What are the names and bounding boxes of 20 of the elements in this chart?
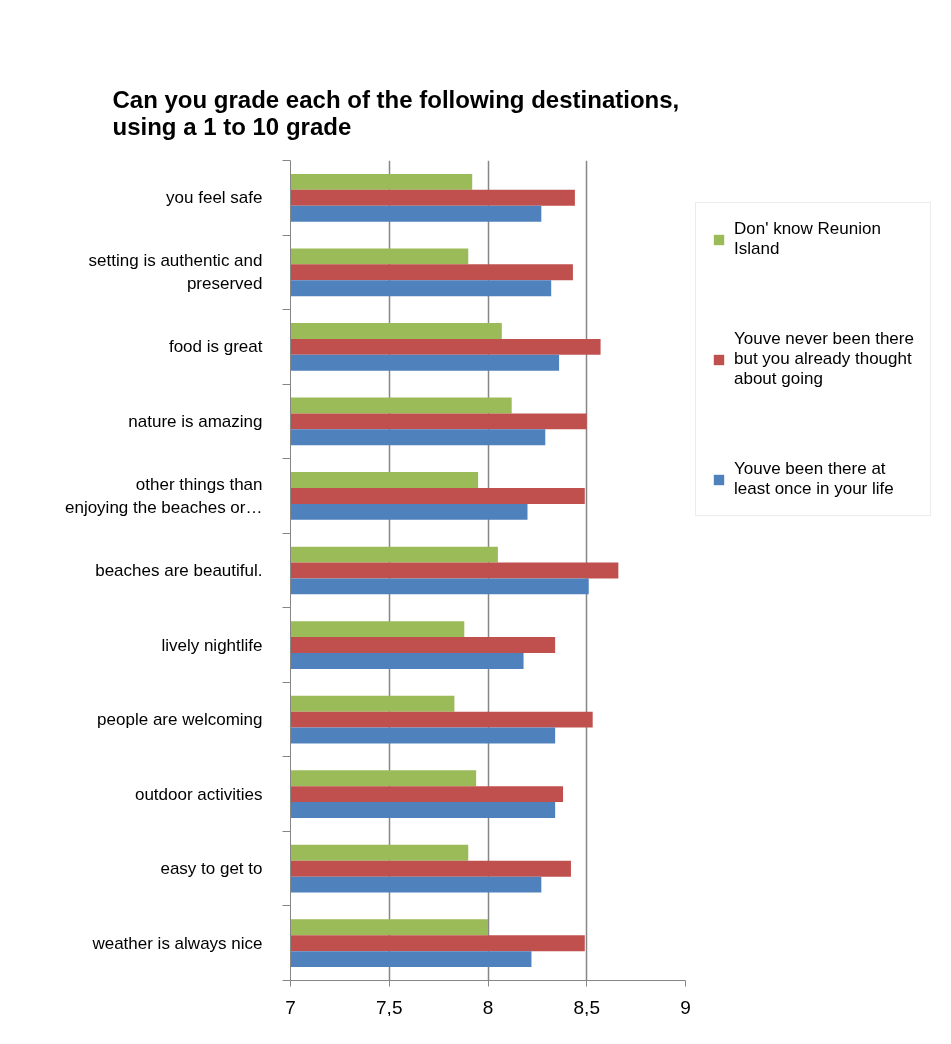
y-tick-label: beaches are beautiful. (95, 561, 263, 580)
y-tick-label: lively nightlife (161, 635, 263, 655)
chart-title: Can you grade each of the following destinations, using a 1 to 10 grade (112, 85, 680, 140)
x-tick-label: 7,5 (376, 996, 403, 1018)
y-tick-label: you feel safe (166, 188, 263, 208)
y-tick-label: easy to get to (160, 859, 263, 879)
y-tick-label: food is great (168, 337, 263, 357)
x-tick-label: 7 (285, 996, 296, 1018)
y-tick-label: setting is authentic and preserved (88, 251, 263, 294)
x-tick-label: 8 (482, 996, 494, 1018)
y-tick-label: nature is amazing (128, 411, 263, 431)
legend-label: Youve been there at least once in your life (734, 459, 894, 499)
legend-label: Don' know Reunion Island (734, 219, 881, 259)
legend-label: Youve never been there but you already thought about going (734, 329, 914, 389)
x-tick-label: 9 (680, 996, 691, 1018)
x-tick-label: 8,5 (573, 996, 600, 1018)
y-tick-label: outdoor activities (134, 784, 263, 804)
y-tick-label: other things than enjoying the beaches or… (64, 475, 263, 517)
y-tick-label: people are welcoming (97, 710, 263, 730)
y-tick-label: weather is always nice (91, 933, 263, 953)
